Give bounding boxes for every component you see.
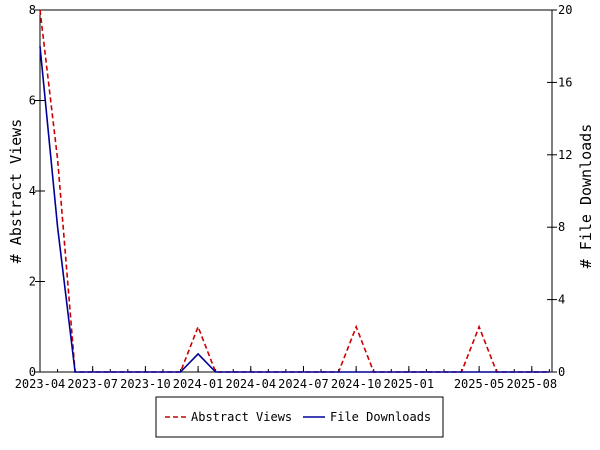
x-tick-label: 2024-04 xyxy=(225,377,276,391)
x-tick-label: 2023-07 xyxy=(67,377,118,391)
x-tick-label: 2024-01 xyxy=(173,377,224,391)
y-tick-label: 4 xyxy=(29,184,36,198)
legend-label-file-downloads: File Downloads xyxy=(330,410,431,424)
y2-tick-label: 20 xyxy=(558,3,572,17)
y2-tick-label: 0 xyxy=(558,365,565,379)
y-axis-title: # Abstract Views xyxy=(7,119,25,264)
x-tick-label: 2023-10 xyxy=(120,377,171,391)
legend-box xyxy=(155,396,444,438)
y2-axis-title: # File Downloads xyxy=(577,124,595,269)
y2-tick-label: 4 xyxy=(558,293,565,307)
series-lines xyxy=(39,9,550,373)
y-tick-label: 0 xyxy=(29,365,36,379)
x-tick-label: 2025-01 xyxy=(384,377,435,391)
y-tick-label: 2 xyxy=(29,275,36,289)
legend-label-abstract-views: Abstract Views xyxy=(191,410,292,424)
x-tick-label: 2025-05 xyxy=(454,377,505,391)
x-tick-label: 2024-10 xyxy=(331,377,382,391)
x-axis-ticks: 2023-04 2023-07 2023-10 2024-01 2024-04 2024-… xyxy=(15,366,557,391)
legend: Abstract Views File Downloads xyxy=(155,396,444,438)
series-line-file-downloads xyxy=(39,46,550,373)
series-line-abstract-views xyxy=(39,9,550,373)
x-tick-label: 2023-04 xyxy=(15,377,66,391)
plot-area xyxy=(39,9,553,373)
y2-axis-ticks: 0 4 8 12 16 20 xyxy=(547,3,572,379)
y2-tick-label: 8 xyxy=(558,220,565,234)
y2-tick-label: 12 xyxy=(558,148,572,162)
y-tick-label: 6 xyxy=(29,94,36,108)
y-tick-label: 8 xyxy=(29,3,36,17)
x-tick-label: 2024-07 xyxy=(278,377,329,391)
x-tick-label: 2025-08 xyxy=(507,377,558,391)
y2-tick-label: 16 xyxy=(558,75,572,89)
